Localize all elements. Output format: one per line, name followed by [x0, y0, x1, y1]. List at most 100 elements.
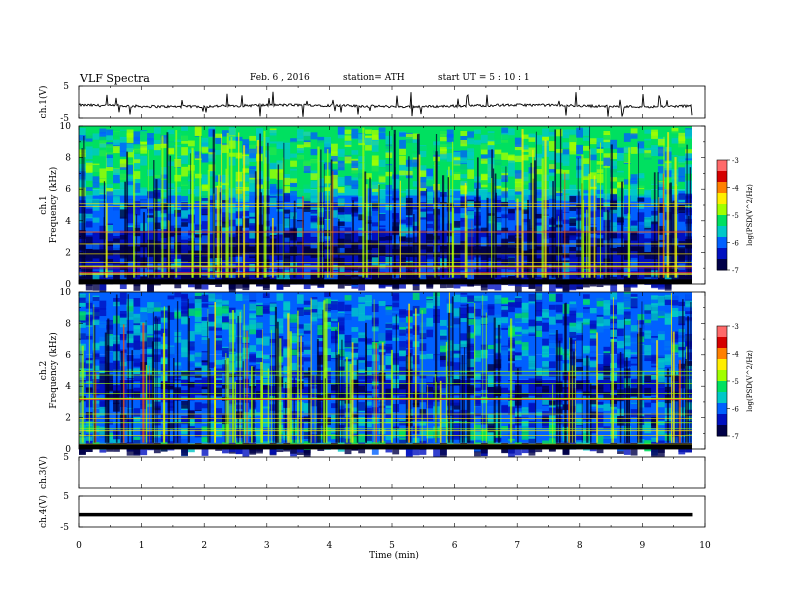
ch1-spectrogram-streak	[237, 132, 240, 278]
ch1-spectrogram-cell	[269, 169, 277, 179]
ch2-spectrogram-cell	[419, 337, 427, 346]
ch1-spectrogram-cell	[501, 139, 509, 145]
ch1-spectrogram-cell	[453, 280, 461, 289]
ch1-spectrogram-cell	[603, 134, 611, 140]
ch2-spectrogram-cell	[208, 408, 216, 418]
ch1-spectrogram-cell	[678, 175, 686, 182]
ch1-spectrogram-cell	[535, 267, 543, 276]
ch2-spectrogram-cell	[290, 321, 297, 328]
ch2-spectrogram-cell	[147, 367, 154, 374]
ch1-spectrogram-cell	[630, 181, 638, 186]
ch2-spectrogram-cell	[337, 398, 345, 407]
ch1-spectrogram-cell	[494, 234, 502, 245]
ch1-spectrogram-cell	[344, 129, 352, 135]
ch2-spectrogram-cell	[99, 448, 107, 453]
ch1-spectrogram-cell	[542, 128, 549, 138]
ch2-spectrogram-cell	[187, 388, 195, 396]
ch1-spectrogram-cell	[147, 221, 154, 227]
ch1-spectrogram-cell	[480, 238, 488, 246]
ch2-spectrogram-cell	[378, 301, 386, 306]
ch1-spectrogram-cell	[92, 164, 100, 174]
ch1-spectrogram-cell	[181, 230, 188, 237]
ch1-spectrogram-cell	[637, 261, 645, 269]
ch2-spectrogram-cell	[337, 392, 345, 401]
ch2-spectrogram-cell	[439, 430, 447, 436]
ch1-spectrogram-cell	[113, 221, 120, 231]
ch2-spectrogram-cell	[187, 331, 195, 341]
ch1-spectrogram-streak	[666, 147, 668, 278]
ch1-spectrogram-cell	[651, 147, 658, 157]
ch1-spectrogram-cell	[365, 215, 372, 221]
ch1-spectrogram-cell	[617, 244, 624, 252]
ch1-spectrogram-cell	[555, 190, 563, 201]
ch1-spectrogram-cell	[467, 211, 475, 219]
ch1-spectrogram-cell	[106, 129, 114, 136]
ch2-spectrogram-cell	[480, 317, 488, 325]
ch2-spectrogram-cell	[99, 437, 107, 446]
ch1-spectrogram-cell	[242, 168, 250, 173]
ch2-spectrogram-cell	[242, 305, 250, 312]
ch1-spectrogram-cell	[412, 174, 420, 184]
ch1-spectrogram-cell	[603, 153, 611, 159]
ch1-spectrogram-cell	[276, 245, 284, 254]
ch1-spectrogram-cell	[181, 265, 188, 275]
date-label: Feb. 6 , 2016	[250, 73, 310, 83]
ch2-spectrogram-cell	[283, 313, 291, 319]
ch1-spectrogram-cell	[351, 197, 359, 202]
ch1-spectrogram-cell	[113, 175, 120, 184]
ch1-spectrogram-cell	[535, 206, 543, 214]
ch1-spectrogram-streak	[83, 207, 86, 278]
ch1-spectrogram-cell	[351, 160, 359, 169]
ch1-spectrogram-cell	[133, 207, 141, 216]
ch1-spectrogram-cell	[92, 140, 100, 145]
ch1-spectrogram-cell	[480, 233, 488, 239]
ch1-spectrogram-cell	[283, 186, 291, 193]
ch1-spectrogram-cell	[651, 145, 658, 150]
ch1-spectrogram-cell	[603, 171, 611, 177]
ch1-spectrogram-cell	[419, 234, 427, 243]
ch2-spectrogram-cell	[296, 294, 304, 304]
ch2-spectrogram-cell	[460, 341, 468, 348]
ch1-spectrogram-cell	[412, 212, 420, 222]
ch1-spectrogram-cell	[296, 129, 304, 138]
ch2-spectrogram-cell	[269, 432, 277, 442]
ch2-spectrogram-cell	[365, 306, 372, 316]
ch1-spectrogram-cell	[446, 201, 454, 208]
ch2-spectrogram-cell	[235, 435, 243, 444]
ch1-spectrogram-cell	[344, 227, 352, 233]
ch2-spectrogram-cell	[262, 336, 270, 346]
ch1-spectrogram-cell	[555, 227, 563, 233]
ch1-spectrogram-cell	[562, 173, 570, 181]
ch1-spectrogram-cell	[371, 248, 379, 256]
ch1-spectrogram-cell	[514, 194, 522, 202]
ch2-spectrogram-cell	[419, 428, 427, 436]
ch2-spectrogram-cell	[99, 317, 107, 322]
ch1-spectrogram-cell	[453, 171, 461, 180]
ch1-spectrogram-cell	[460, 130, 468, 136]
ch1-spectrogram-cell	[617, 200, 624, 209]
ch1-spectrogram-cell	[79, 127, 86, 138]
ch2-spectrogram-cell	[242, 412, 250, 422]
ch2-spectrogram-cell	[303, 344, 311, 350]
ch1-spectrogram-cell	[337, 244, 345, 253]
ch1-spectrogram-cell	[222, 144, 229, 153]
ch1-spectrogram-cell	[487, 183, 495, 193]
ch1-spectrogram-cell	[637, 224, 645, 234]
ch2-spectrogram-cell	[453, 343, 461, 351]
ch1-spectrogram-cell	[99, 275, 107, 282]
ch2-spectrogram-cell	[467, 413, 475, 420]
ch1-spectrogram-cell	[399, 132, 406, 137]
ch2-spectrogram-cell	[426, 353, 434, 359]
ch1-spectrogram-cell	[276, 150, 284, 161]
ch2-spectrogram-cell	[303, 388, 311, 394]
ch1-spectrogram-cell	[630, 220, 638, 231]
ch2-spectrogram-cell	[215, 306, 223, 316]
ch2-spectrogram-cell	[133, 381, 141, 388]
ch1-spectrogram-cell	[181, 186, 188, 192]
ch1-spectrogram-cell	[623, 173, 631, 182]
ch2-spectrogram-cell	[358, 313, 366, 322]
ch1-spectrogram-cell	[365, 252, 372, 260]
ch2-spectrogram-cell	[385, 346, 393, 354]
ch1-spectrogram-cell	[160, 156, 168, 163]
